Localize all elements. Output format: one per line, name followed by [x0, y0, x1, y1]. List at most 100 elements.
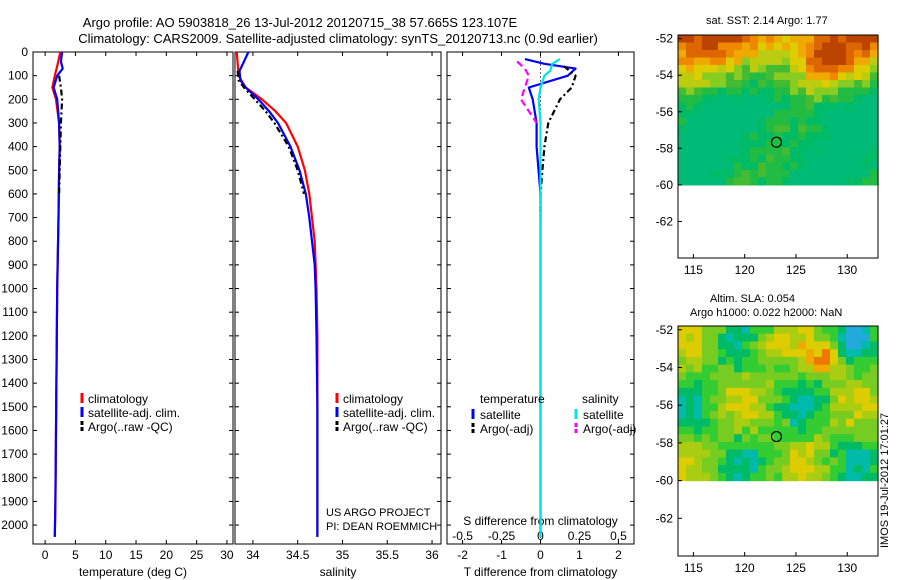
sla-map-cell — [766, 465, 775, 474]
sla-map-cell — [702, 441, 711, 451]
sst-map-cell — [798, 102, 807, 111]
sst-map-cell — [790, 35, 799, 44]
sst-map-cell — [806, 132, 815, 141]
sla-map-cell — [822, 441, 831, 451]
sla-map-cell — [798, 333, 807, 343]
sla-map-cell — [734, 341, 743, 350]
sst-map-cell — [838, 117, 847, 126]
sla-map-cell — [702, 411, 711, 420]
sst-map-cell — [798, 162, 807, 171]
sla-map-cell — [734, 387, 743, 397]
sla-map-cell — [822, 457, 831, 466]
sst-map-cell — [806, 94, 815, 104]
sst-map-cell — [870, 87, 879, 96]
sla-map-cell — [758, 434, 767, 443]
sla-map-cell — [854, 411, 863, 420]
sla-map-cell — [830, 356, 839, 366]
sst-map-cell — [790, 102, 799, 111]
sst-map-cell — [718, 42, 727, 51]
sst-map-cell — [678, 117, 687, 126]
sst-map-cell — [870, 169, 879, 178]
sla-map-cell — [774, 472, 783, 482]
sst-map-cell — [870, 109, 879, 119]
sst-map-cell — [862, 72, 871, 81]
sst-map-cell — [822, 87, 831, 96]
sst-map-cell — [742, 72, 751, 81]
sla-map-cell — [806, 395, 815, 404]
sst-map-xtick-label: 125 — [786, 263, 806, 277]
sst-map-cell — [718, 117, 727, 126]
sla-map-cell — [718, 387, 727, 397]
sst-map-cell — [814, 169, 823, 178]
sla-map-cell — [814, 380, 823, 389]
sla-map-cell — [694, 418, 703, 428]
sst-map-cell — [782, 109, 791, 119]
sst-map-cell — [726, 132, 735, 141]
sst-map-cell — [822, 117, 831, 126]
sst-map-cell — [774, 177, 783, 186]
sst-map-cell — [766, 79, 775, 89]
sla-map-cell — [718, 441, 727, 451]
sst-map-cell — [766, 109, 775, 119]
sla-map-cell — [718, 364, 727, 373]
sla-map-cell — [854, 441, 863, 451]
sst-map-cell — [694, 132, 703, 141]
sst-map-cell — [862, 154, 871, 164]
sst-map-cell — [822, 169, 831, 178]
sst-map-cell — [694, 35, 703, 44]
sst-map-cell — [702, 35, 711, 44]
sst-map-cell — [790, 42, 799, 51]
sla-map-cell — [750, 372, 759, 381]
sst-map-cell — [710, 132, 719, 141]
sla-map-cell — [846, 380, 855, 389]
sla-map-cell — [798, 326, 807, 335]
sla-map-panel: 115 120 125 130 -52 -54 -56 -58 -60 -62 Altim. SLA… — [656, 293, 879, 575]
sst-map-cell — [822, 49, 831, 59]
sla-map-cell — [686, 418, 695, 428]
sla-map-cell — [862, 387, 871, 397]
sst-map-cell — [702, 117, 711, 126]
sst-map-cell — [790, 49, 799, 59]
sst-map-cell — [726, 162, 735, 171]
sla-map-cell — [702, 356, 711, 366]
sla-map-cell — [686, 333, 695, 343]
sla-map-cell — [862, 403, 871, 412]
sla-map-cell — [750, 465, 759, 474]
sla-map-cell — [862, 356, 871, 366]
sla-map-cell — [806, 441, 815, 451]
sst-map-cell — [806, 42, 815, 51]
sla-map-cell — [782, 364, 791, 373]
sst-map-cell — [870, 154, 879, 164]
sst-map-cell — [702, 94, 711, 104]
sla-map-cell — [822, 364, 831, 373]
sst-map-cell — [734, 169, 743, 178]
sst-map-cell — [710, 35, 719, 44]
sst-map-cell — [686, 139, 695, 149]
sst-map-cell — [830, 72, 839, 81]
sla-map-cell — [750, 395, 759, 404]
sla-map-cell — [862, 380, 871, 389]
diff-s-tick-label: 0.25 — [568, 529, 592, 543]
diff-legend-label: Argo(-adj) — [583, 422, 636, 436]
sst-map-cell — [710, 162, 719, 171]
sst-map-cell — [814, 87, 823, 96]
sla-map-cell — [854, 472, 863, 482]
sst-map-cell — [814, 79, 823, 89]
sla-map-cell — [750, 434, 759, 443]
sst-map-cell — [782, 42, 791, 51]
sst-map-cell — [678, 154, 687, 164]
sla-map-cell — [726, 326, 735, 335]
sst-map-cell — [822, 139, 831, 149]
sla-map-title: Altim. SLA: 0.054 — [710, 293, 795, 305]
sst-map-cell — [790, 64, 799, 74]
sla-map-cell — [678, 441, 687, 451]
depth-tick-label: 100 — [8, 69, 28, 83]
sst-map-argo-marker — [770, 136, 783, 148]
depth-tick-label: 1500 — [1, 400, 28, 414]
sst-map-cell — [846, 109, 855, 119]
sla-map-cell — [686, 364, 695, 373]
sla-map-cell — [806, 333, 815, 343]
sla-map-cell — [838, 349, 847, 358]
sst-map-cell — [846, 72, 855, 81]
sla-map-cell — [726, 441, 735, 451]
